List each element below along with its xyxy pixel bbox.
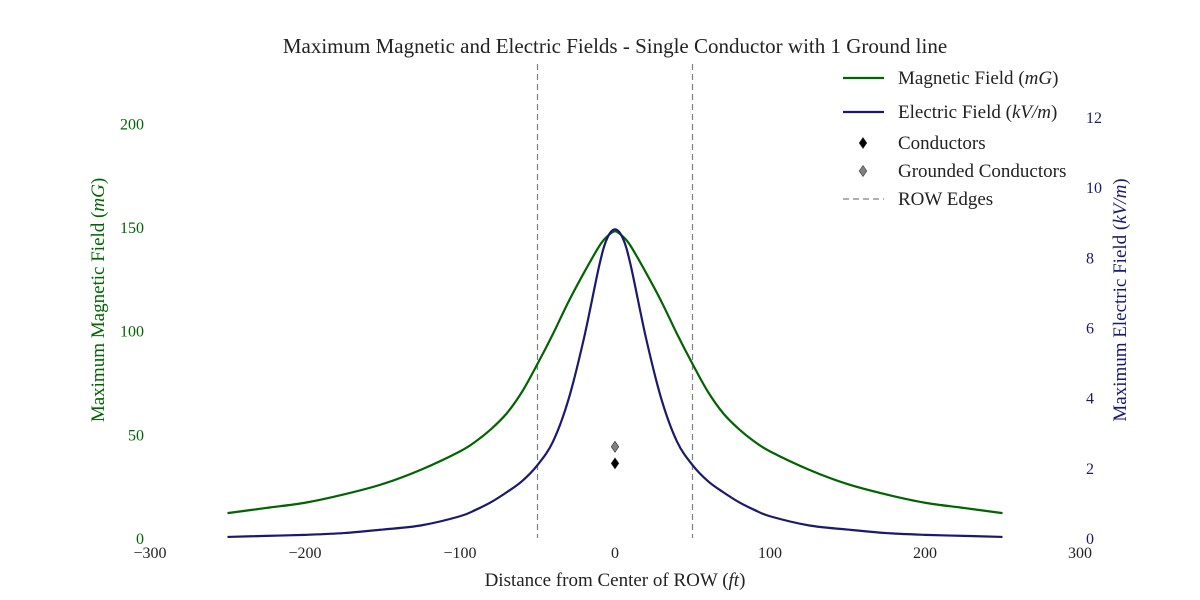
y-left-tick-label: 150 [120, 220, 144, 237]
x-tick-label: 200 [913, 545, 937, 562]
x-tick-label: 100 [758, 545, 782, 562]
y-right-tick-label: 0 [1086, 531, 1094, 548]
y-right-axis-ticks: 0 2 4 6 8 10 12 [1086, 110, 1102, 548]
y-right-axis-label: Maximum Electric Field (kV/m) [1110, 178, 1131, 421]
y-right-tick-label: 4 [1086, 391, 1094, 408]
y-left-axis-ticks: 0 50 100 150 200 [120, 116, 144, 548]
legend-label: Magnetic Field (mG) [898, 68, 1058, 89]
legend: Magnetic Field (mG) Electric Field (kV/m)… [843, 68, 1066, 210]
legend-diamond-swatch [858, 164, 868, 178]
y-left-tick-label: 50 [128, 427, 144, 444]
x-tick-label: −100 [443, 545, 476, 562]
legend-label: ROW Edges [898, 189, 993, 210]
row-edges [536, 64, 694, 538]
x-axis-label: Distance from Center of ROW (ft) [485, 570, 746, 591]
series-lines [227, 228, 1003, 539]
y-left-tick-label: 100 [120, 324, 144, 341]
legend-item: Grounded Conductors [858, 161, 1066, 182]
conductor-markers [610, 440, 620, 470]
y-left-axis-label: Maximum Magnetic Field (mG) [88, 178, 109, 422]
electric-field-line [227, 228, 1003, 539]
conductor-marker [610, 457, 620, 470]
x-axis-ticks: −300 −200 −100 0 100 200 300 [133, 545, 1092, 562]
legend-item: Magnetic Field (mG) [843, 68, 1058, 89]
y-right-tick-label: 2 [1086, 461, 1094, 478]
y-right-tick-label: 8 [1086, 250, 1094, 267]
x-tick-label: 0 [611, 545, 619, 562]
x-tick-label: 300 [1068, 545, 1092, 562]
x-tick-label: −300 [133, 545, 166, 562]
magnetic-field-line [227, 230, 1003, 515]
legend-diamond-swatch [858, 136, 868, 150]
chart-title: Maximum Magnetic and Electric Fields - S… [283, 34, 947, 58]
legend-item: Conductors [858, 133, 986, 154]
legend-label: Conductors [898, 133, 986, 154]
y-left-tick-label: 200 [120, 116, 144, 133]
legend-label: Electric Field (kV/m) [898, 102, 1057, 123]
y-left-tick-label: 0 [136, 531, 144, 548]
grounded-conductor-marker [610, 440, 620, 453]
y-right-tick-label: 10 [1086, 180, 1102, 197]
y-right-tick-label: 12 [1086, 110, 1102, 127]
legend-item: Electric Field (kV/m) [843, 102, 1057, 123]
y-right-tick-label: 6 [1086, 321, 1094, 338]
legend-label: Grounded Conductors [898, 161, 1066, 182]
x-tick-label: −200 [288, 545, 321, 562]
legend-item: ROW Edges [843, 189, 993, 210]
